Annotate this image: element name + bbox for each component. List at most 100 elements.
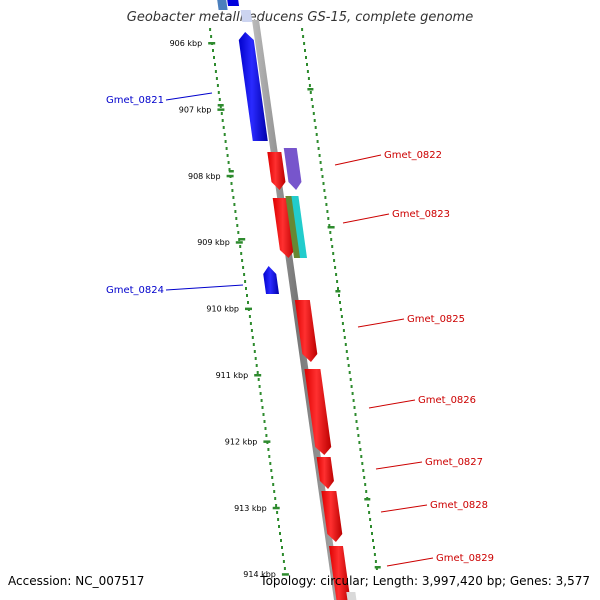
gc-dot [358,441,361,444]
gene-label-gmet-0827[interactable]: Gmet_0827 [425,457,483,468]
gc-dot [301,28,304,31]
leader-line [368,399,416,409]
gc-dot [357,434,360,437]
gc-dot [268,455,271,458]
gc-dot [340,315,343,318]
kbp-tick [245,307,252,311]
gc-dot [367,504,370,507]
gc-dot [214,63,216,66]
gc-dot [323,189,326,192]
gc-dot [271,476,274,479]
partial-feature-block[interactable] [217,0,228,10]
genome-summary: Topology: circular; Length: 3,997,420 bp… [260,574,590,588]
gc-dot [230,182,233,185]
gene-gmet-0827[interactable] [316,457,334,489]
gene-label-gmet-0821[interactable]: Gmet_0821 [106,95,164,106]
gc-dot [227,161,230,164]
gene-gmet-0824[interactable] [263,266,280,294]
leader-line [334,154,382,166]
kbp-tick [281,573,289,576]
gc-dot [356,427,359,430]
gc-dot [231,189,234,192]
gc-dot [267,448,270,451]
gc-dot [218,98,221,101]
leader-line [375,461,423,470]
accession-value: NC_007517 [75,574,145,588]
gc-dot [318,154,321,157]
gc-dot [338,294,340,297]
gene-gmet-0828[interactable] [321,491,343,542]
gc-dot [250,329,253,332]
genes-value: 3,577 [555,574,590,588]
gc-dot [359,448,362,451]
gc-dot [328,224,331,227]
gc-dot [237,231,240,234]
kbp-tick [254,374,262,377]
gc-dot [345,350,348,353]
gc-dot [236,224,239,227]
kbp-tick [235,241,243,244]
gc-dot [360,455,363,458]
gc-dot [257,378,260,381]
leader-line [357,318,405,328]
kbp-tick [208,42,216,45]
gene-gmet-0821[interactable] [238,32,268,141]
gc-dot [265,434,268,437]
gc-dot [239,245,242,248]
gc-dot [249,322,252,325]
gc-dot [370,525,372,528]
partial-feature-block[interactable] [346,592,357,600]
gene-gmet-0829[interactable] [328,546,351,600]
gene-gmet-0822-domain[interactable] [283,148,302,190]
gc-dot [354,413,357,416]
kbp-tick-label: 911 kbp [216,371,249,380]
gc-dot [306,70,309,73]
gc-dot [283,567,286,570]
gc-dot [221,119,224,122]
gc-dot [368,511,371,514]
gene-label-gmet-0822[interactable]: Gmet_0822 [384,150,442,161]
gc-dot [369,518,372,521]
gc-dot [213,56,215,59]
gc-dot [362,469,365,472]
gene-gmet-0826[interactable] [304,369,332,455]
gc-dot [351,392,354,395]
gene-gmet-0825[interactable] [294,300,318,362]
gene-label-gmet-0824[interactable]: Gmet_0824 [106,285,164,296]
gene-gmet-0823-domain[interactable] [291,196,308,258]
kbp-tick-label: 909 kbp [197,238,230,247]
gene-label-gmet-0828[interactable]: Gmet_0828 [430,500,488,511]
kbp-tick-label: 908 kbp [188,172,221,181]
gc-dot [327,226,335,229]
gc-dot [315,133,318,136]
gene-label-gmet-0826[interactable]: Gmet_0826 [418,395,476,406]
gene-label-gmet-0823[interactable]: Gmet_0823 [392,209,450,220]
genome-title: Geobacter metallireducens GS-15, complet… [126,10,474,25]
gc-dot [305,56,307,59]
gc-dot [373,553,376,556]
gc-dot [322,182,325,185]
gene-label-gmet-0825[interactable]: Gmet_0825 [407,314,465,325]
accession-info: Accession: NC_007517 [8,574,144,588]
gc-dot [234,210,237,213]
gc-dot [365,490,368,493]
gc-dot [339,301,341,304]
gc-dot [371,532,373,535]
gc-dot [364,483,367,486]
feature-track [217,0,357,600]
gc-dot [241,259,244,262]
gc-dot [336,280,339,283]
gc-dot [247,301,249,304]
gc-dot [321,175,324,178]
partial-feature-block[interactable] [240,10,253,22]
gc-dot [310,98,313,101]
gene-gmet-0822[interactable] [267,152,286,190]
gc-dot [313,119,316,122]
gc-dot [269,462,272,465]
partial-feature-block[interactable] [227,0,240,6]
gene-label-gmet-0829[interactable]: Gmet_0829 [436,553,494,564]
gc-dot [264,427,267,430]
gc-dot [304,49,306,52]
gc-dot [342,329,345,332]
